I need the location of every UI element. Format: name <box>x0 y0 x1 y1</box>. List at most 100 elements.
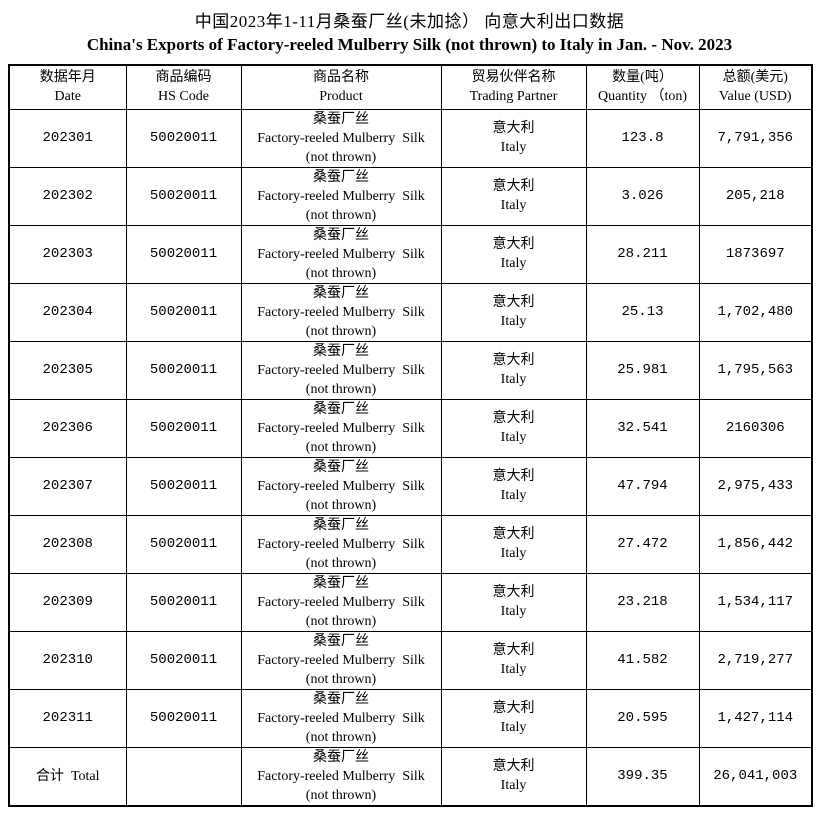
partner-en: Italy <box>500 604 527 619</box>
product-note: (not thrown) <box>305 787 377 803</box>
cell-product: 桑蚕厂丝 Factory-reeled Mulberry Silk (not t… <box>240 514 442 574</box>
cell-hs-code: 50020011 <box>125 514 242 574</box>
product-name-cn: 桑蚕厂丝 <box>313 459 369 475</box>
cell-product: 桑蚕厂丝 Factory-reeled Mulberry Silk (not t… <box>240 630 442 690</box>
product-note: (not thrown) <box>305 613 377 629</box>
partner-cn: 意大利 <box>492 411 535 426</box>
cell-date: 202306 <box>8 398 127 458</box>
cell-quantity: 20.595 <box>585 688 700 748</box>
cell-date: 202302 <box>8 166 127 226</box>
partner-cn: 意大利 <box>492 759 535 774</box>
cell-date: 202309 <box>8 572 127 632</box>
table-row-202302: 202302 50020011 桑蚕厂丝 Factory-reeled Mulb… <box>8 166 813 226</box>
partner-en: Italy <box>500 778 527 793</box>
col-header-quantity: 数量(吨） Quantity （ton) <box>585 64 700 110</box>
partner-en: Italy <box>500 488 527 503</box>
product-name-cn: 桑蚕厂丝 <box>313 169 369 185</box>
cell-date: 202308 <box>8 514 127 574</box>
cell-trading-partner: 意大利 Italy <box>440 746 587 806</box>
table-row-total: 合计 Total 桑蚕厂丝 Factory-reeled Mulberry Si… <box>8 746 813 806</box>
cell-hs-code <box>125 746 242 806</box>
partner-cn: 意大利 <box>492 643 535 658</box>
partner-cn: 意大利 <box>492 179 535 194</box>
col-header-date-en: Date <box>54 89 81 105</box>
cell-value: 2160306 <box>698 398 813 458</box>
cell-value: 7,791,356 <box>698 108 813 168</box>
table-row-202306: 202306 50020011 桑蚕厂丝 Factory-reeled Mulb… <box>8 398 813 458</box>
cell-quantity: 25.13 <box>585 282 700 342</box>
col-header-date-cn: 数据年月 <box>39 70 96 86</box>
product-name-cn: 桑蚕厂丝 <box>313 343 369 359</box>
product-note: (not thrown) <box>305 381 377 397</box>
cell-date: 202301 <box>8 108 127 168</box>
col-header-value: 总额(美元) Value (USD) <box>698 64 813 110</box>
cell-hs-code: 50020011 <box>125 166 242 226</box>
product-note: (not thrown) <box>305 323 377 339</box>
cell-product: 桑蚕厂丝 Factory-reeled Mulberry Silk (not t… <box>240 572 442 632</box>
product-name-cn: 桑蚕厂丝 <box>313 633 369 649</box>
product-note: (not thrown) <box>305 207 377 223</box>
product-note: (not thrown) <box>305 439 377 455</box>
cell-trading-partner: 意大利 Italy <box>440 224 587 284</box>
product-name-en: Factory-reeled Mulberry Silk <box>257 652 425 668</box>
product-name-cn: 桑蚕厂丝 <box>313 517 369 533</box>
product-name-cn: 桑蚕厂丝 <box>313 227 369 243</box>
cell-quantity: 32.541 <box>585 398 700 458</box>
cell-date-total: 合计 Total <box>8 746 127 806</box>
product-name-cn: 桑蚕厂丝 <box>313 401 369 417</box>
partner-en: Italy <box>500 314 527 329</box>
cell-quantity: 41.582 <box>585 630 700 690</box>
product-note: (not thrown) <box>305 671 377 687</box>
cell-hs-code: 50020011 <box>125 572 242 632</box>
cell-hs-code: 50020011 <box>125 456 242 516</box>
col-header-value-cn: 总额(美元) <box>722 70 788 86</box>
cell-product: 桑蚕厂丝 Factory-reeled Mulberry Silk (not t… <box>240 166 442 226</box>
product-name-en: Factory-reeled Mulberry Silk <box>257 420 425 436</box>
table-row-202310: 202310 50020011 桑蚕厂丝 Factory-reeled Mulb… <box>8 630 813 690</box>
cell-trading-partner: 意大利 Italy <box>440 398 587 458</box>
col-header-quantity-en: Quantity （ton) <box>597 89 688 105</box>
col-header-product-cn: 商品名称 <box>313 70 369 86</box>
cell-trading-partner: 意大利 Italy <box>440 688 587 748</box>
product-note: (not thrown) <box>305 497 377 513</box>
product-note: (not thrown) <box>305 265 377 281</box>
cell-hs-code: 50020011 <box>125 398 242 458</box>
product-name-cn: 桑蚕厂丝 <box>313 691 369 707</box>
partner-cn: 意大利 <box>492 701 535 716</box>
cell-quantity: 27.472 <box>585 514 700 574</box>
cell-value-total: 26,041,003 <box>698 746 813 806</box>
product-note: (not thrown) <box>305 729 377 745</box>
product-name-cn: 桑蚕厂丝 <box>313 749 369 765</box>
product-name-cn: 桑蚕厂丝 <box>313 575 369 591</box>
cell-quantity: 123.8 <box>585 108 700 168</box>
col-header-hs-code-cn: 商品编码 <box>155 70 212 86</box>
cell-product: 桑蚕厂丝 Factory-reeled Mulberry Silk (not t… <box>240 340 442 400</box>
cell-date: 202310 <box>8 630 127 690</box>
partner-en: Italy <box>500 430 527 445</box>
page-title-chinese: 中国2023年1-11月桑蚕厂丝(未加捻） 向意大利出口数据 <box>194 12 625 31</box>
cell-date: 202305 <box>8 340 127 400</box>
cell-date: 202304 <box>8 282 127 342</box>
col-header-trading-partner-cn: 贸易伙伴名称 <box>471 70 556 86</box>
product-name-en: Factory-reeled Mulberry Silk <box>257 478 425 494</box>
table-row-202303: 202303 50020011 桑蚕厂丝 Factory-reeled Mulb… <box>8 224 813 284</box>
cell-trading-partner: 意大利 Italy <box>440 166 587 226</box>
product-name-en: Factory-reeled Mulberry Silk <box>257 768 425 784</box>
product-note: (not thrown) <box>305 149 377 165</box>
cell-trading-partner: 意大利 Italy <box>440 282 587 342</box>
partner-en: Italy <box>500 662 527 677</box>
cell-quantity: 23.218 <box>585 572 700 632</box>
partner-en: Italy <box>500 256 527 271</box>
cell-product: 桑蚕厂丝 Factory-reeled Mulberry Silk (not t… <box>240 746 442 806</box>
partner-cn: 意大利 <box>492 353 535 368</box>
partner-cn: 意大利 <box>492 527 535 542</box>
cell-trading-partner: 意大利 Italy <box>440 108 587 168</box>
table-row-202311: 202311 50020011 桑蚕厂丝 Factory-reeled Mulb… <box>8 688 813 748</box>
cell-quantity: 3.026 <box>585 166 700 226</box>
table-row-202301: 202301 50020011 桑蚕厂丝 Factory-reeled Mulb… <box>8 108 813 168</box>
cell-value: 1,534,117 <box>698 572 813 632</box>
product-note: (not thrown) <box>305 555 377 571</box>
cell-hs-code: 50020011 <box>125 630 242 690</box>
cell-date: 202307 <box>8 456 127 516</box>
product-name-en: Factory-reeled Mulberry Silk <box>257 362 425 378</box>
